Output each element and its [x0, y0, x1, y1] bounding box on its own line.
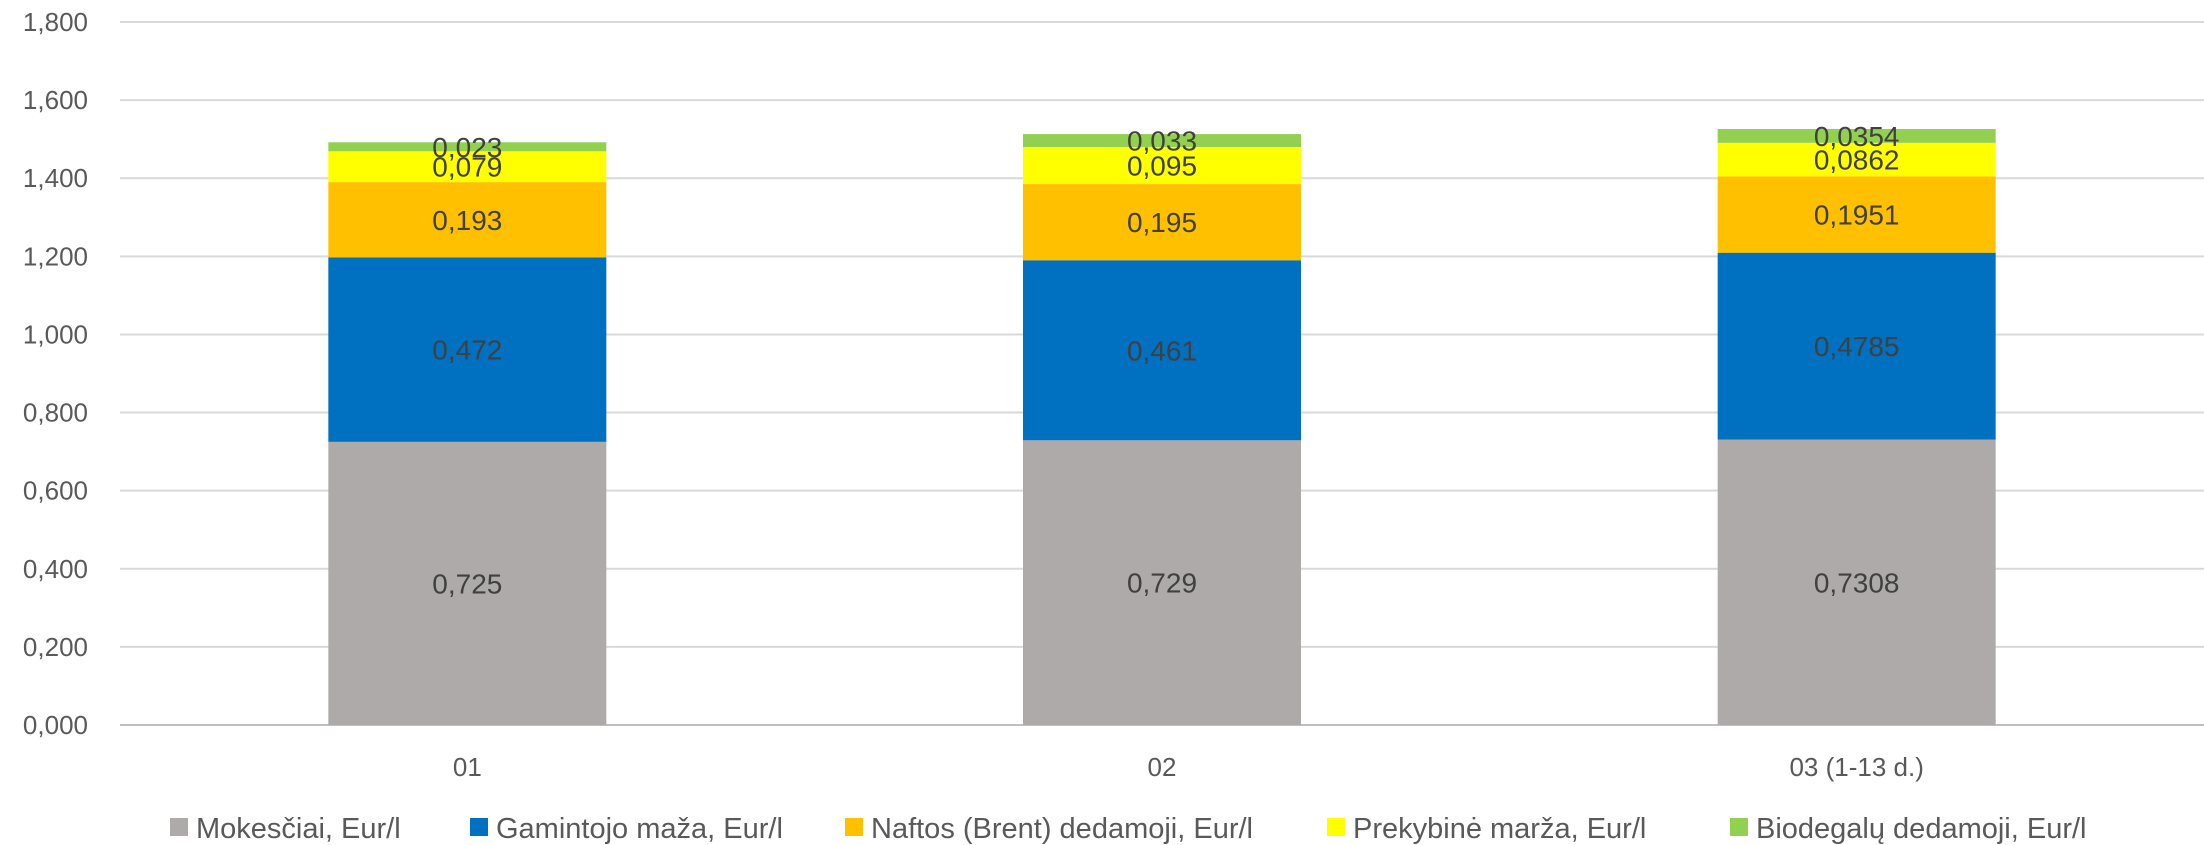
bar-segment: [328, 182, 607, 258]
bar-segment: [1023, 260, 1301, 441]
x-tick-label: 03 (1-13 d.): [1789, 752, 1923, 782]
bar-segment: [328, 257, 607, 442]
y-tick-label: 1,800: [23, 7, 88, 37]
bar-segment: [328, 441, 607, 725]
legend-label: Gamintojo maža, Eur/l: [496, 813, 783, 845]
x-tick-label: 02: [1148, 752, 1177, 782]
legend-swatch: [845, 818, 863, 836]
x-tick-label: 01: [453, 752, 482, 782]
bar-segment: [1023, 440, 1301, 725]
y-axis: 0,000 0,200 0,400 0,600 0,800 1,000 1,200 1,400…: [23, 7, 88, 740]
y-tick-label: 1,200: [23, 241, 88, 271]
y-tick-label: 1,600: [23, 85, 88, 115]
y-tick-label: 1,000: [23, 319, 88, 349]
bar-segment: [1717, 252, 1996, 440]
y-tick-label: 0,200: [23, 632, 88, 662]
y-tick-label: 0,400: [23, 554, 88, 584]
y-tick-label: 0,600: [23, 476, 88, 506]
legend-label: Mokesčiai, Eur/l: [196, 813, 401, 845]
data-label: 0,033: [1127, 126, 1197, 157]
legend-swatch: [1730, 818, 1748, 836]
legend-swatch: [470, 818, 488, 836]
data-label: 0,0354: [1814, 121, 1900, 152]
bar-segment: [1023, 184, 1301, 261]
data-label: 0,1951: [1814, 200, 1900, 231]
data-label: 0,095: [1127, 151, 1197, 182]
data-label: 0,023: [432, 132, 502, 163]
data-label: 0,725: [432, 568, 502, 599]
x-axis: 01 02 03 (1-13 d.): [453, 752, 1924, 782]
bar-segment: [1717, 142, 1996, 177]
legend: Mokesčiai, Eur/l Gamintojo maža, Eur/l Naf…: [170, 813, 2086, 845]
bars: [328, 129, 1996, 725]
bar-segment: [328, 142, 607, 152]
legend-label: Biodegalų dedamoji, Eur/l: [1756, 813, 2086, 845]
bar-segment: [328, 151, 607, 183]
legend-label: Prekybinė marža, Eur/l: [1353, 813, 1646, 845]
bar-segment: [1023, 146, 1301, 185]
data-label: 0,461: [1127, 335, 1197, 366]
data-label: 0,0862: [1814, 145, 1900, 176]
legend-label: Naftos (Brent) dedamoji, Eur/l: [871, 813, 1253, 845]
bar-segment: [1717, 129, 1996, 143]
data-label: 0,7308: [1814, 567, 1900, 598]
bar-segment: [1717, 176, 1996, 253]
data-label: 0,079: [432, 152, 502, 183]
legend-swatch: [1327, 818, 1345, 836]
legend-swatch: [170, 818, 188, 836]
y-tick-label: 1,400: [23, 163, 88, 193]
data-label: 0,193: [432, 205, 502, 236]
data-label: 0,472: [432, 335, 502, 366]
y-tick-label: 0,800: [23, 398, 88, 428]
y-tick-label: 0,000: [23, 710, 88, 740]
data-label: 0,195: [1127, 207, 1197, 238]
data-label: 0,4785: [1814, 331, 1900, 362]
bar-segment: [1023, 134, 1301, 147]
bar-segment: [1717, 439, 1996, 725]
data-label: 0,729: [1127, 568, 1197, 599]
